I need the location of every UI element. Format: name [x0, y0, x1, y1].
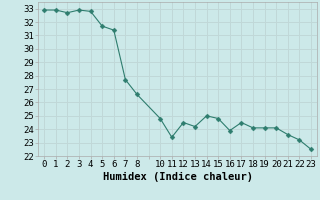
X-axis label: Humidex (Indice chaleur): Humidex (Indice chaleur)	[103, 172, 252, 182]
